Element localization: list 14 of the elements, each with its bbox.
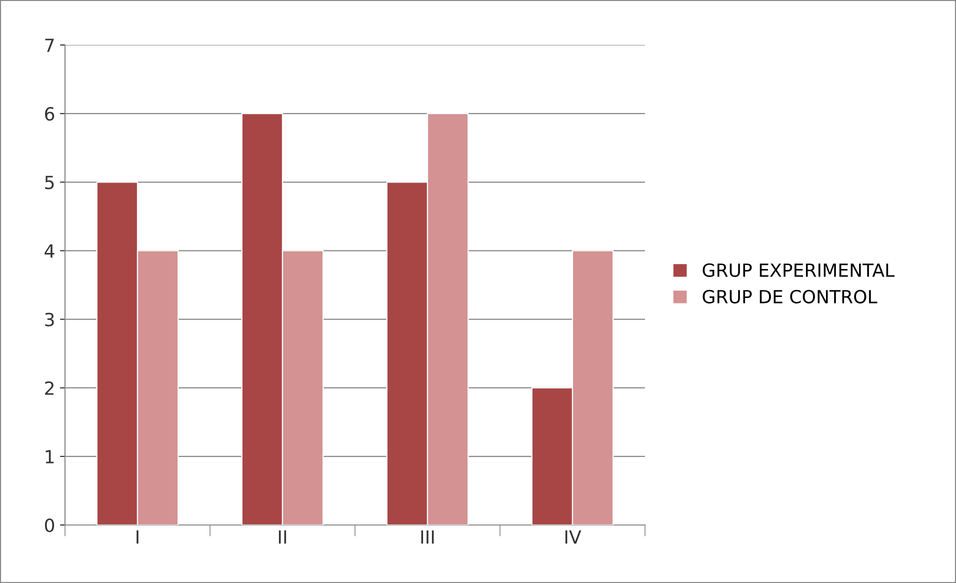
y-tick-label: 7	[45, 38, 54, 52]
y-tick-label: 2	[45, 381, 54, 395]
y-tick-label: 6	[45, 107, 54, 121]
legend-label: GRUP DE CONTROL	[702, 290, 878, 304]
x-tick-label: IV	[565, 530, 582, 544]
y-tick-label: 0	[44, 518, 54, 532]
x-tick-label: III	[421, 530, 434, 544]
y-tick-label: 5	[45, 176, 54, 190]
y-tick-label: 3	[45, 312, 54, 326]
y-tick-label: 4	[44, 244, 54, 258]
x-tick-label: I	[136, 530, 138, 544]
legend-label: GRUP EXPERIMENTAL	[702, 263, 894, 277]
y-tick-label: 1	[46, 450, 54, 464]
x-tick-label: II	[278, 530, 286, 544]
